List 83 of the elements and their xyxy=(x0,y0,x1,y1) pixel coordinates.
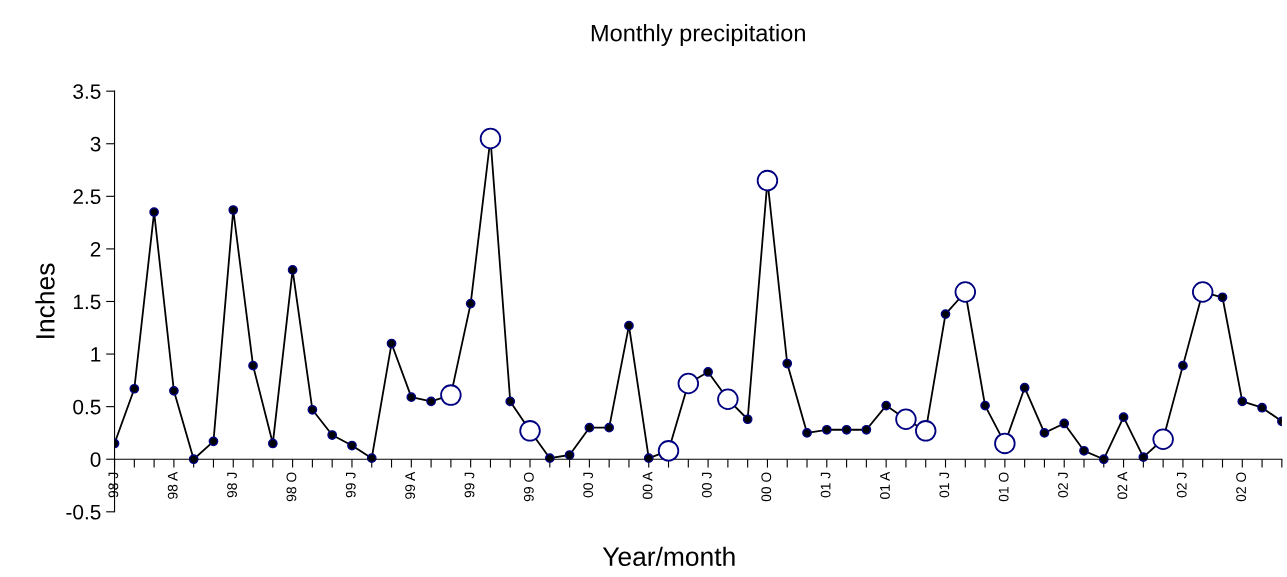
point xyxy=(1019,382,1030,393)
point xyxy=(1059,418,1070,429)
point xyxy=(426,396,436,407)
point xyxy=(479,127,502,150)
x-tick-label: 00 J xyxy=(701,472,712,498)
x-tick-label: 00 J xyxy=(583,472,594,498)
x-tick-label: 00 O xyxy=(761,472,772,502)
point xyxy=(440,384,462,406)
x-tick-label: 00 A xyxy=(642,471,653,499)
point xyxy=(881,400,892,411)
point xyxy=(940,309,951,319)
y-axis-title: Inches xyxy=(35,263,55,338)
point xyxy=(1152,428,1174,450)
point xyxy=(519,420,541,442)
x-axis-title: Year/month xyxy=(602,546,735,567)
point xyxy=(717,388,739,411)
point xyxy=(782,358,793,369)
y-tick-label: 3 xyxy=(90,136,101,152)
point xyxy=(802,428,812,438)
point xyxy=(564,450,575,460)
x-tick-label: 98 O xyxy=(286,472,297,502)
x-tick-label: 99 J xyxy=(345,472,356,498)
point xyxy=(703,367,713,377)
x-tick-label: 99 A xyxy=(405,471,416,499)
point xyxy=(756,169,779,192)
point xyxy=(742,414,753,425)
x-tick-label: 01 A xyxy=(880,471,890,499)
point xyxy=(149,207,159,217)
y-tick-label: 3.5 xyxy=(73,84,101,99)
point xyxy=(267,438,278,449)
chart-title: Monthly precipitation xyxy=(591,24,805,47)
point xyxy=(287,265,298,275)
point xyxy=(307,404,318,415)
point xyxy=(1039,428,1050,438)
point xyxy=(994,432,1016,455)
y-tick-label: 1 xyxy=(91,347,101,362)
y-tick-label: 0.5 xyxy=(73,399,101,415)
x-tick-label: 98 A xyxy=(167,471,178,499)
point xyxy=(1237,396,1248,407)
y-tick-label: 0 xyxy=(90,452,101,467)
x-tick-label: 98 J xyxy=(227,472,237,498)
point xyxy=(895,408,917,430)
x-tick-label: 02 J xyxy=(1176,472,1187,498)
point xyxy=(406,392,417,403)
x-tick-label: 01 J xyxy=(820,472,831,498)
x-tick-label: 02 J xyxy=(1058,472,1068,498)
point xyxy=(208,436,219,447)
point xyxy=(821,424,832,435)
point xyxy=(347,440,357,451)
x-tick-label: 99 O xyxy=(523,472,534,502)
point xyxy=(1178,360,1188,371)
point xyxy=(1257,402,1267,413)
y-tick-label: -0.5 xyxy=(66,504,101,520)
point xyxy=(841,424,852,435)
point xyxy=(657,440,680,462)
point xyxy=(248,360,258,371)
point xyxy=(584,422,595,433)
y-tick-label: 2.5 xyxy=(73,189,101,205)
point xyxy=(386,338,397,349)
x-tick-label: 01 J xyxy=(939,472,950,498)
y-tick-label: 2 xyxy=(90,241,101,257)
point xyxy=(465,298,476,309)
point xyxy=(1118,412,1129,423)
point xyxy=(169,386,179,396)
x-tick-label: 01 O xyxy=(998,472,1009,502)
point xyxy=(129,383,140,394)
point xyxy=(980,400,990,411)
point xyxy=(861,424,872,435)
x-tick-label: 99 J xyxy=(464,472,475,498)
point xyxy=(914,420,937,442)
x-tick-label: 02 A xyxy=(1117,471,1128,499)
point xyxy=(677,372,700,395)
point xyxy=(1079,445,1089,456)
point xyxy=(1191,281,1214,303)
point xyxy=(228,205,239,215)
point xyxy=(604,422,615,433)
y-tick-label: 1.5 xyxy=(73,294,101,310)
point xyxy=(624,320,634,331)
x-tick-label: 02 O xyxy=(1236,472,1247,502)
point xyxy=(505,396,516,407)
point xyxy=(1217,292,1228,303)
point xyxy=(954,281,977,303)
point xyxy=(327,430,338,440)
